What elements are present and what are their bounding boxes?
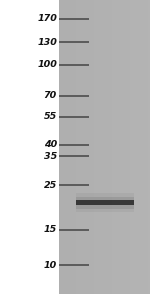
Bar <box>70 0 71 294</box>
Bar <box>93 0 94 294</box>
Bar <box>147 0 148 294</box>
Bar <box>73 0 74 294</box>
Bar <box>124 0 126 294</box>
Bar <box>94 0 96 294</box>
Bar <box>100 0 102 294</box>
Bar <box>120 0 121 294</box>
Text: 15: 15 <box>44 225 57 234</box>
Bar <box>77 0 79 294</box>
Bar <box>109 0 111 294</box>
Bar <box>135 0 136 294</box>
Bar <box>68 0 70 294</box>
Bar <box>71 0 73 294</box>
Bar <box>129 0 130 294</box>
Text: 55: 55 <box>44 112 57 121</box>
Bar <box>76 0 77 294</box>
Bar <box>112 0 114 294</box>
Text: 170: 170 <box>37 14 57 23</box>
Bar <box>62 0 64 294</box>
Bar <box>115 0 117 294</box>
Bar <box>102 0 103 294</box>
Bar <box>136 0 138 294</box>
Bar <box>117 0 118 294</box>
Bar <box>148 0 150 294</box>
Bar <box>91 0 93 294</box>
Bar <box>99 0 100 294</box>
Bar <box>61 0 62 294</box>
Bar <box>83 0 85 294</box>
Text: 35: 35 <box>44 152 57 161</box>
Bar <box>82 0 83 294</box>
Text: 40: 40 <box>44 140 57 149</box>
Bar <box>114 0 115 294</box>
Bar <box>79 0 80 294</box>
Bar <box>76 197 134 209</box>
Bar <box>123 0 124 294</box>
Bar <box>132 0 133 294</box>
Bar <box>97 0 99 294</box>
Bar <box>59 0 61 294</box>
Bar <box>106 0 108 294</box>
Text: 25: 25 <box>44 181 57 190</box>
Bar <box>85 0 87 294</box>
Bar <box>96 0 97 294</box>
Bar <box>130 0 132 294</box>
Bar <box>126 0 127 294</box>
Bar <box>64 0 65 294</box>
Bar <box>121 0 123 294</box>
Bar <box>103 0 105 294</box>
Bar <box>80 0 82 294</box>
Bar <box>133 0 135 294</box>
Bar <box>74 0 76 294</box>
Bar <box>138 0 139 294</box>
Bar <box>108 0 109 294</box>
Bar <box>105 0 106 294</box>
Bar <box>127 0 129 294</box>
Bar <box>144 0 146 294</box>
Bar <box>59 0 150 294</box>
Bar <box>0 0 59 294</box>
Text: 70: 70 <box>44 91 57 101</box>
Bar <box>111 0 112 294</box>
Bar <box>90 0 91 294</box>
Bar <box>146 0 147 294</box>
Bar <box>139 0 141 294</box>
Bar <box>88 0 90 294</box>
Bar <box>76 193 134 212</box>
Bar <box>65 0 67 294</box>
Bar <box>67 0 68 294</box>
Bar <box>87 0 88 294</box>
Text: 10: 10 <box>44 261 57 270</box>
Bar <box>142 0 144 294</box>
Bar <box>141 0 142 294</box>
Bar <box>76 201 134 205</box>
Text: 100: 100 <box>37 60 57 69</box>
Bar <box>118 0 120 294</box>
Text: 130: 130 <box>37 38 57 46</box>
